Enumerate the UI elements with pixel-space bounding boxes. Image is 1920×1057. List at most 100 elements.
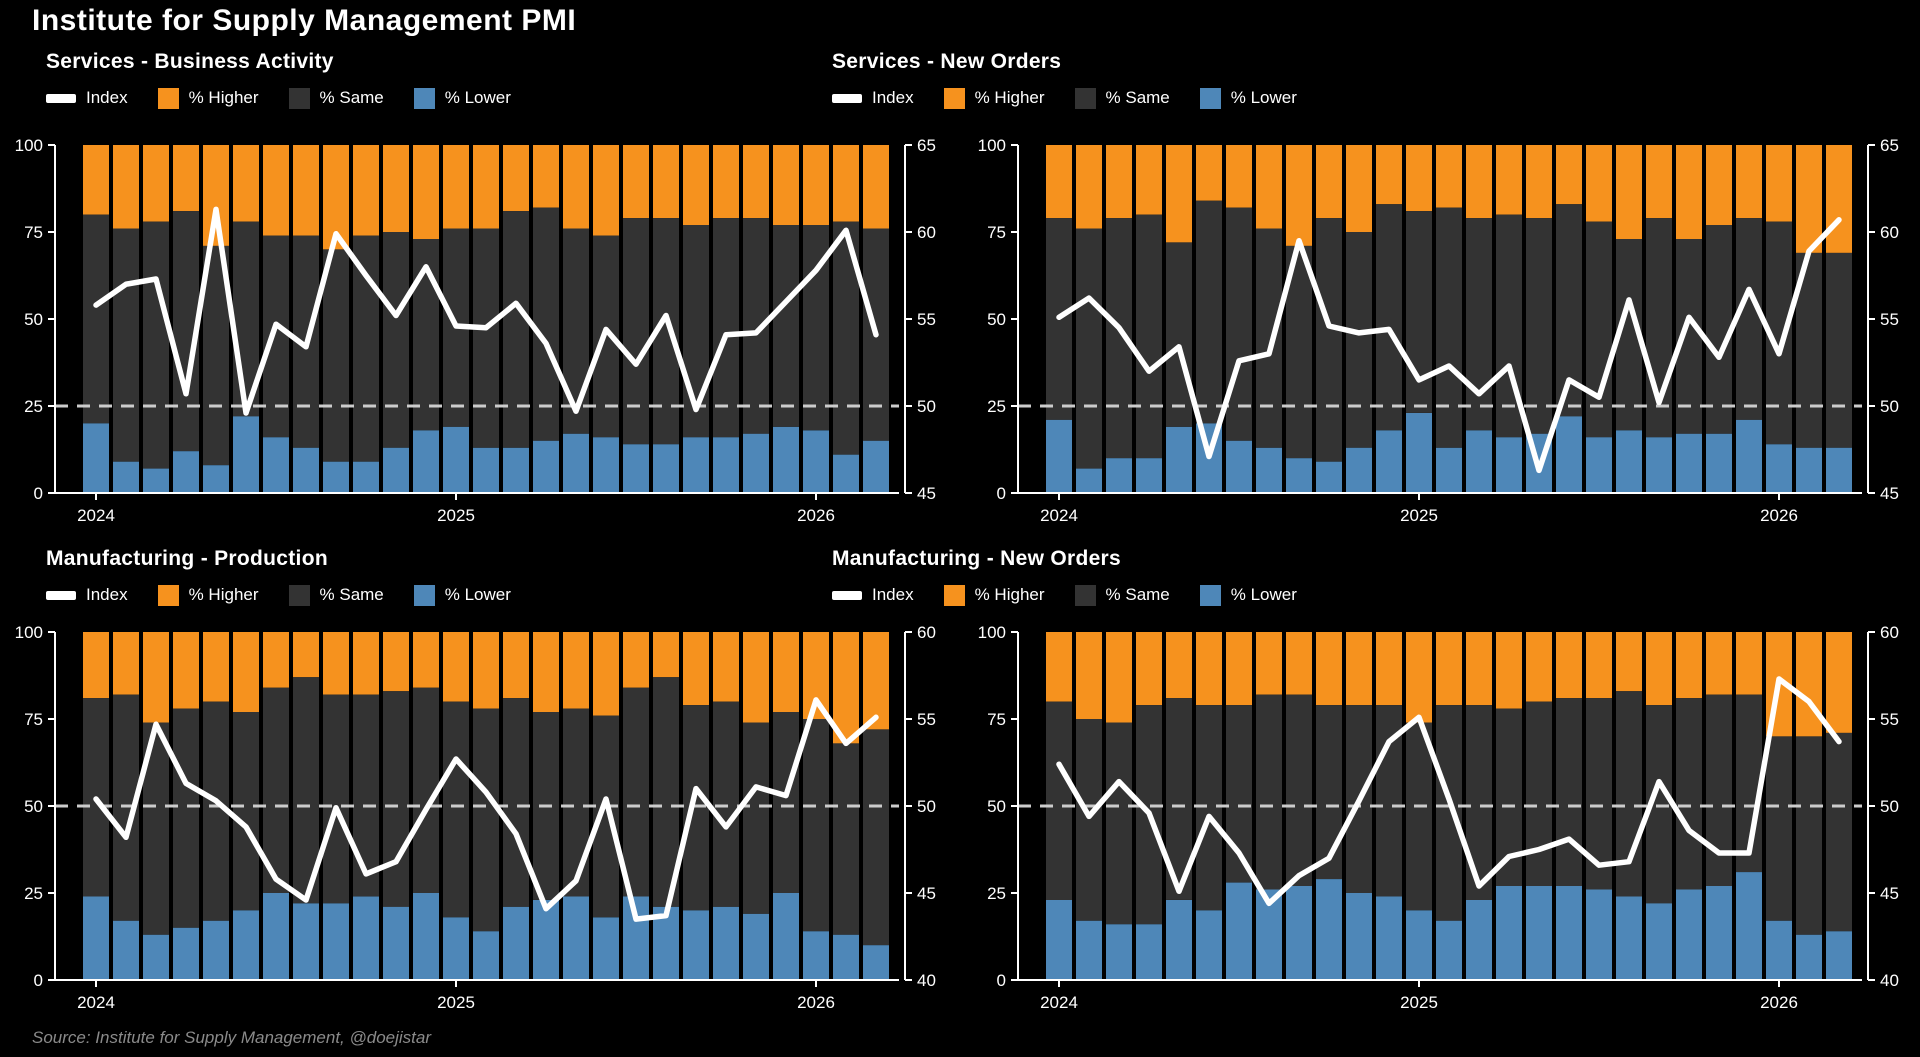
bar-lower — [623, 444, 649, 493]
bar-same — [623, 687, 649, 897]
chart-svg-manufacturing-new-orders: 0 25 50 75 100 40 45 50 55 60 2024 2025 2026 — [978, 623, 1899, 1012]
bar-higher — [233, 632, 259, 712]
bar-lower — [1406, 910, 1432, 980]
bar-higher — [83, 632, 109, 699]
x-tick-label: 2026 — [797, 506, 835, 525]
bar-higher — [593, 632, 619, 716]
bar-higher — [1466, 145, 1492, 219]
right-tick-label: 65 — [1880, 136, 1899, 155]
bar-lower — [773, 426, 799, 493]
chart-svg-services-new-orders: 0 25 50 75 100 45 50 55 60 65 2024 2025 2026 — [978, 136, 1899, 525]
bar-lower — [1316, 461, 1342, 493]
bar-lower — [473, 447, 499, 493]
bar-higher — [803, 145, 829, 225]
bar-lower — [1706, 433, 1732, 493]
bar-higher — [1796, 632, 1822, 737]
bar-higher — [83, 145, 109, 215]
bar-higher — [683, 145, 709, 225]
bar-higher — [623, 145, 649, 219]
bar-higher — [503, 145, 529, 212]
bar-lower — [203, 920, 229, 980]
index-line — [1056, 676, 1842, 907]
bar-lower — [503, 447, 529, 493]
bar-lower — [1106, 458, 1132, 493]
higher-swatch-icon — [157, 584, 179, 606]
left-tick-label: 0 — [997, 971, 1006, 990]
same-swatch-icon — [1074, 87, 1096, 109]
bar-same — [83, 214, 109, 424]
bar-higher — [1346, 145, 1372, 232]
bar-higher — [1766, 145, 1792, 222]
bar-same — [503, 211, 529, 448]
legend-item-same: % Same — [1074, 584, 1170, 606]
same-swatch-icon — [288, 87, 310, 109]
bar-higher — [383, 145, 409, 232]
right-tick-label: 60 — [917, 623, 936, 642]
left-tick-label: 75 — [24, 710, 43, 729]
bar-higher — [383, 632, 409, 692]
left-tick-label: 0 — [34, 971, 43, 990]
bar-same — [1436, 705, 1462, 921]
bar-lower — [1766, 920, 1792, 980]
chart-title-manufacturing-production: Manufacturing - Production — [46, 547, 328, 570]
bar-higher — [113, 145, 139, 229]
bar-lower — [863, 440, 889, 493]
bar-lower — [293, 903, 319, 980]
right-tick-label: 50 — [917, 797, 936, 816]
bar-lower — [593, 437, 619, 493]
index-line — [93, 697, 879, 922]
bar-higher — [173, 145, 199, 212]
bar-same — [1436, 207, 1462, 448]
bar-lower — [1526, 886, 1552, 980]
bar-higher — [353, 145, 379, 236]
bar-lower — [1466, 430, 1492, 493]
bar-same — [1136, 214, 1162, 459]
x-tick-label: 2024 — [77, 993, 115, 1012]
index-line-swatch-icon — [46, 93, 76, 103]
index-line-swatch-icon — [832, 93, 862, 103]
legend-item-same: % Same — [288, 87, 384, 109]
bar-lower — [83, 423, 109, 493]
bar-same — [863, 729, 889, 946]
legend-same-label: % Same — [1105, 88, 1170, 107]
bar-higher — [833, 145, 859, 222]
bar-lower — [743, 433, 769, 493]
bar-same — [1826, 252, 1852, 448]
right-tick-label: 40 — [917, 971, 936, 990]
bar-same — [1196, 200, 1222, 424]
plot-manufacturing-new-orders: 0 25 50 75 100 40 45 50 55 60 2024 2025 2026 — [963, 622, 1913, 1027]
bar-same — [173, 708, 199, 928]
bar-higher — [1256, 145, 1282, 229]
lower-swatch-icon — [413, 584, 435, 606]
bar-lower — [293, 447, 319, 493]
bar-same — [503, 698, 529, 907]
index-line — [93, 206, 879, 416]
chart-title-services-new-orders: Services - New Orders — [832, 50, 1062, 73]
bar-same — [1736, 218, 1762, 420]
legend-higher-label: % Higher — [188, 88, 259, 107]
bar-same — [1316, 218, 1342, 462]
bar-lower — [383, 447, 409, 493]
left-tick-label: 50 — [987, 310, 1006, 329]
bar-lower — [503, 906, 529, 980]
legend-item-lower: % Lower — [1199, 584, 1297, 606]
chart-title-manufacturing-new-orders: Manufacturing - New Orders — [832, 547, 1122, 570]
bar-same — [1406, 722, 1432, 911]
higher-swatch-icon — [943, 87, 965, 109]
legend-higher-label: % Higher — [974, 88, 1045, 107]
bar-higher — [1196, 145, 1222, 201]
bar-lower — [1736, 872, 1762, 980]
bar-higher — [1226, 632, 1252, 706]
legend-item-lower: % Lower — [413, 87, 511, 109]
left-tick-label: 25 — [987, 397, 1006, 416]
legend-item-higher: % Higher — [157, 87, 259, 109]
legend-same-label: % Same — [319, 88, 384, 107]
bar-lower — [833, 454, 859, 493]
right-tick-label: 45 — [917, 884, 936, 903]
bar-higher — [863, 145, 889, 229]
x-tick-label: 2025 — [1400, 993, 1438, 1012]
bar-same — [383, 691, 409, 907]
bar-lower — [1826, 447, 1852, 493]
page-title: Institute for Supply Management PMI — [32, 4, 577, 37]
chart-title-services-business-activity: Services - Business Activity — [46, 50, 334, 73]
